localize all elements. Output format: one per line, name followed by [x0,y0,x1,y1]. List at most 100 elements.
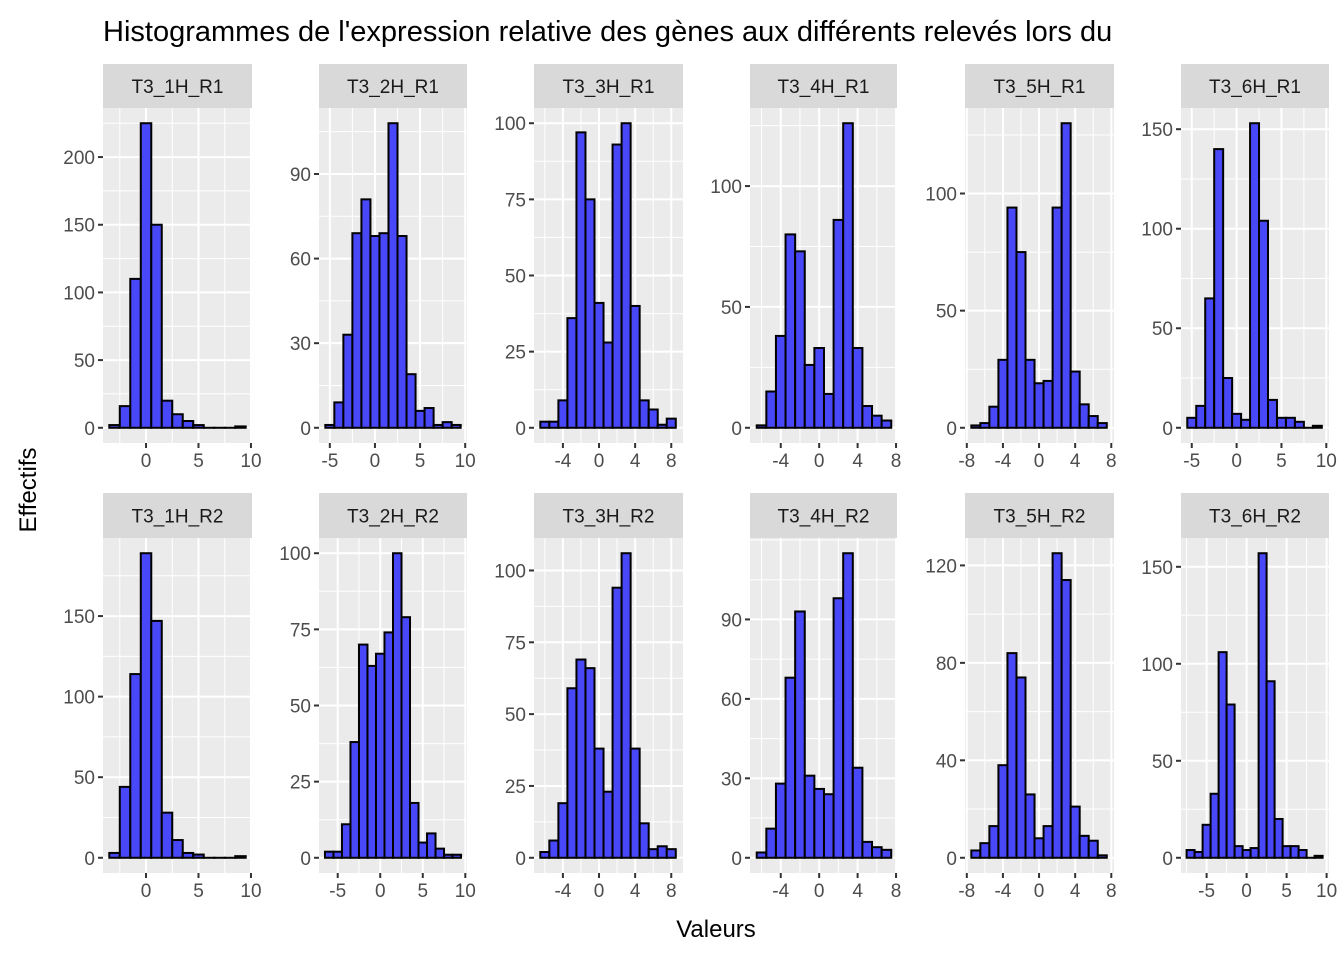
histogram-bar [1006,206,1018,429]
x-tick-label: 8 [666,881,677,902]
histogram-bar [234,425,247,429]
histogram-bar [360,198,372,429]
facet-strip-label: T3_2H_R1 [347,77,439,98]
histogram-bar [392,552,403,859]
histogram-bar [1015,676,1027,859]
x-tick-label: 0 [1034,451,1045,472]
histogram-bar [970,849,982,859]
x-tick-label: 0 [1231,451,1242,472]
panel-background [103,108,252,443]
x-tick-label: -4 [994,881,1011,902]
y-tick-label: 200 [63,148,95,169]
y-tick-label: 0 [731,419,742,440]
histogram-bar [118,405,132,429]
histogram-bar [443,853,454,859]
y-tick-label: 50 [936,302,957,323]
histogram-bar [1217,651,1228,859]
histogram-bar [871,414,883,429]
x-tick-label: 0 [375,881,386,902]
x-tick-label: -5 [1183,451,1200,472]
histogram-bar [1069,370,1081,429]
histogram-bar [1297,849,1308,859]
facet-strip [1181,64,1329,108]
y-tick-label: 120 [925,556,957,577]
histogram-bar [1240,418,1252,429]
histogram-bar [656,845,668,859]
histogram-bar [1195,404,1207,429]
facet-strip-label: T3_1H_R2 [132,507,224,528]
y-tick-label: 50 [1152,319,1173,340]
histogram-bar [1267,398,1278,429]
histogram-bar [1051,206,1063,429]
histogram-bar [988,825,1000,859]
histogram-bar [1241,849,1252,859]
x-tick-label: 5 [193,451,204,472]
facet-strip-label: T3_4H_R2 [778,507,870,528]
facet-strip-label: T3_6H_R1 [1209,77,1301,98]
y-tick-label: 90 [721,610,742,631]
histogram-bar [129,277,142,429]
histogram-bar [160,399,174,429]
x-tick-label: 10 [455,881,476,902]
histogram-bar [794,610,806,859]
histogram-bar [593,747,605,859]
y-tick-label: 0 [84,419,95,440]
y-tick-label: 0 [515,849,526,870]
y-tick-label: 30 [721,769,742,790]
histogram-bar [611,586,623,859]
x-tick-label: 10 [240,881,261,902]
x-tick-label: 8 [891,881,902,902]
histogram-bar [160,811,174,859]
y-tick-label: 100 [494,114,526,135]
histogram-bar [1311,424,1323,429]
y-tick-label: 0 [1162,419,1173,440]
histogram-bar [129,673,142,859]
histogram-bar [765,827,777,859]
x-tick-label: 10 [455,451,476,472]
y-tick-label: 60 [290,250,311,271]
x-tick-label: 4 [852,451,863,472]
facet-strip [965,493,1114,538]
histogram-bar [1024,358,1036,429]
x-tick-label: -5 [321,451,338,472]
facet-strip [534,64,683,108]
histogram-bar [1275,416,1287,429]
facet-strip [750,64,897,108]
histogram-bar [620,552,632,859]
y-tick-label: 150 [63,216,95,237]
histogram-bar [118,785,132,859]
x-tick-label: 0 [1034,881,1045,902]
histogram-bar [1096,854,1108,859]
facet-T3_4H_R1: T3_4H_R1 -4 0 4 8 0 50 100 [710,64,901,472]
histogram-bar [1293,420,1305,429]
histogram-bar [387,122,399,429]
facet-T3_5H_R1: T3_5H_R1 -8 -4 0 4 8 0 50 100 [925,64,1117,472]
histogram-bar [629,747,641,859]
histogram-bar [539,851,551,859]
histogram-bar [450,423,462,429]
histogram-bar [665,417,677,429]
histogram-bar [405,373,417,429]
histogram-bar [620,122,632,429]
histogram-bar [832,218,845,429]
histogram-bar [1051,552,1063,859]
x-tick-label: -4 [772,451,789,472]
histogram-bar [441,421,453,429]
y-tick-label: 50 [74,768,95,789]
facet-strip [750,493,897,538]
y-tick-label: 100 [494,561,526,582]
histogram-bar [774,334,787,429]
facet-strip-label: T3_5H_R1 [994,77,1086,98]
histogram-bar [108,424,121,429]
y-tick-label: 100 [925,185,957,206]
histogram-bar [566,687,578,859]
x-tick-label: 0 [814,451,825,472]
histogram-bar [611,143,623,429]
histogram-bar [1284,416,1296,429]
histogram-bar [997,764,1009,859]
histogram-bar [1096,422,1108,429]
histogram-bar [851,347,864,429]
histogram-bar [396,235,408,429]
x-tick-label: 4 [1070,451,1081,472]
